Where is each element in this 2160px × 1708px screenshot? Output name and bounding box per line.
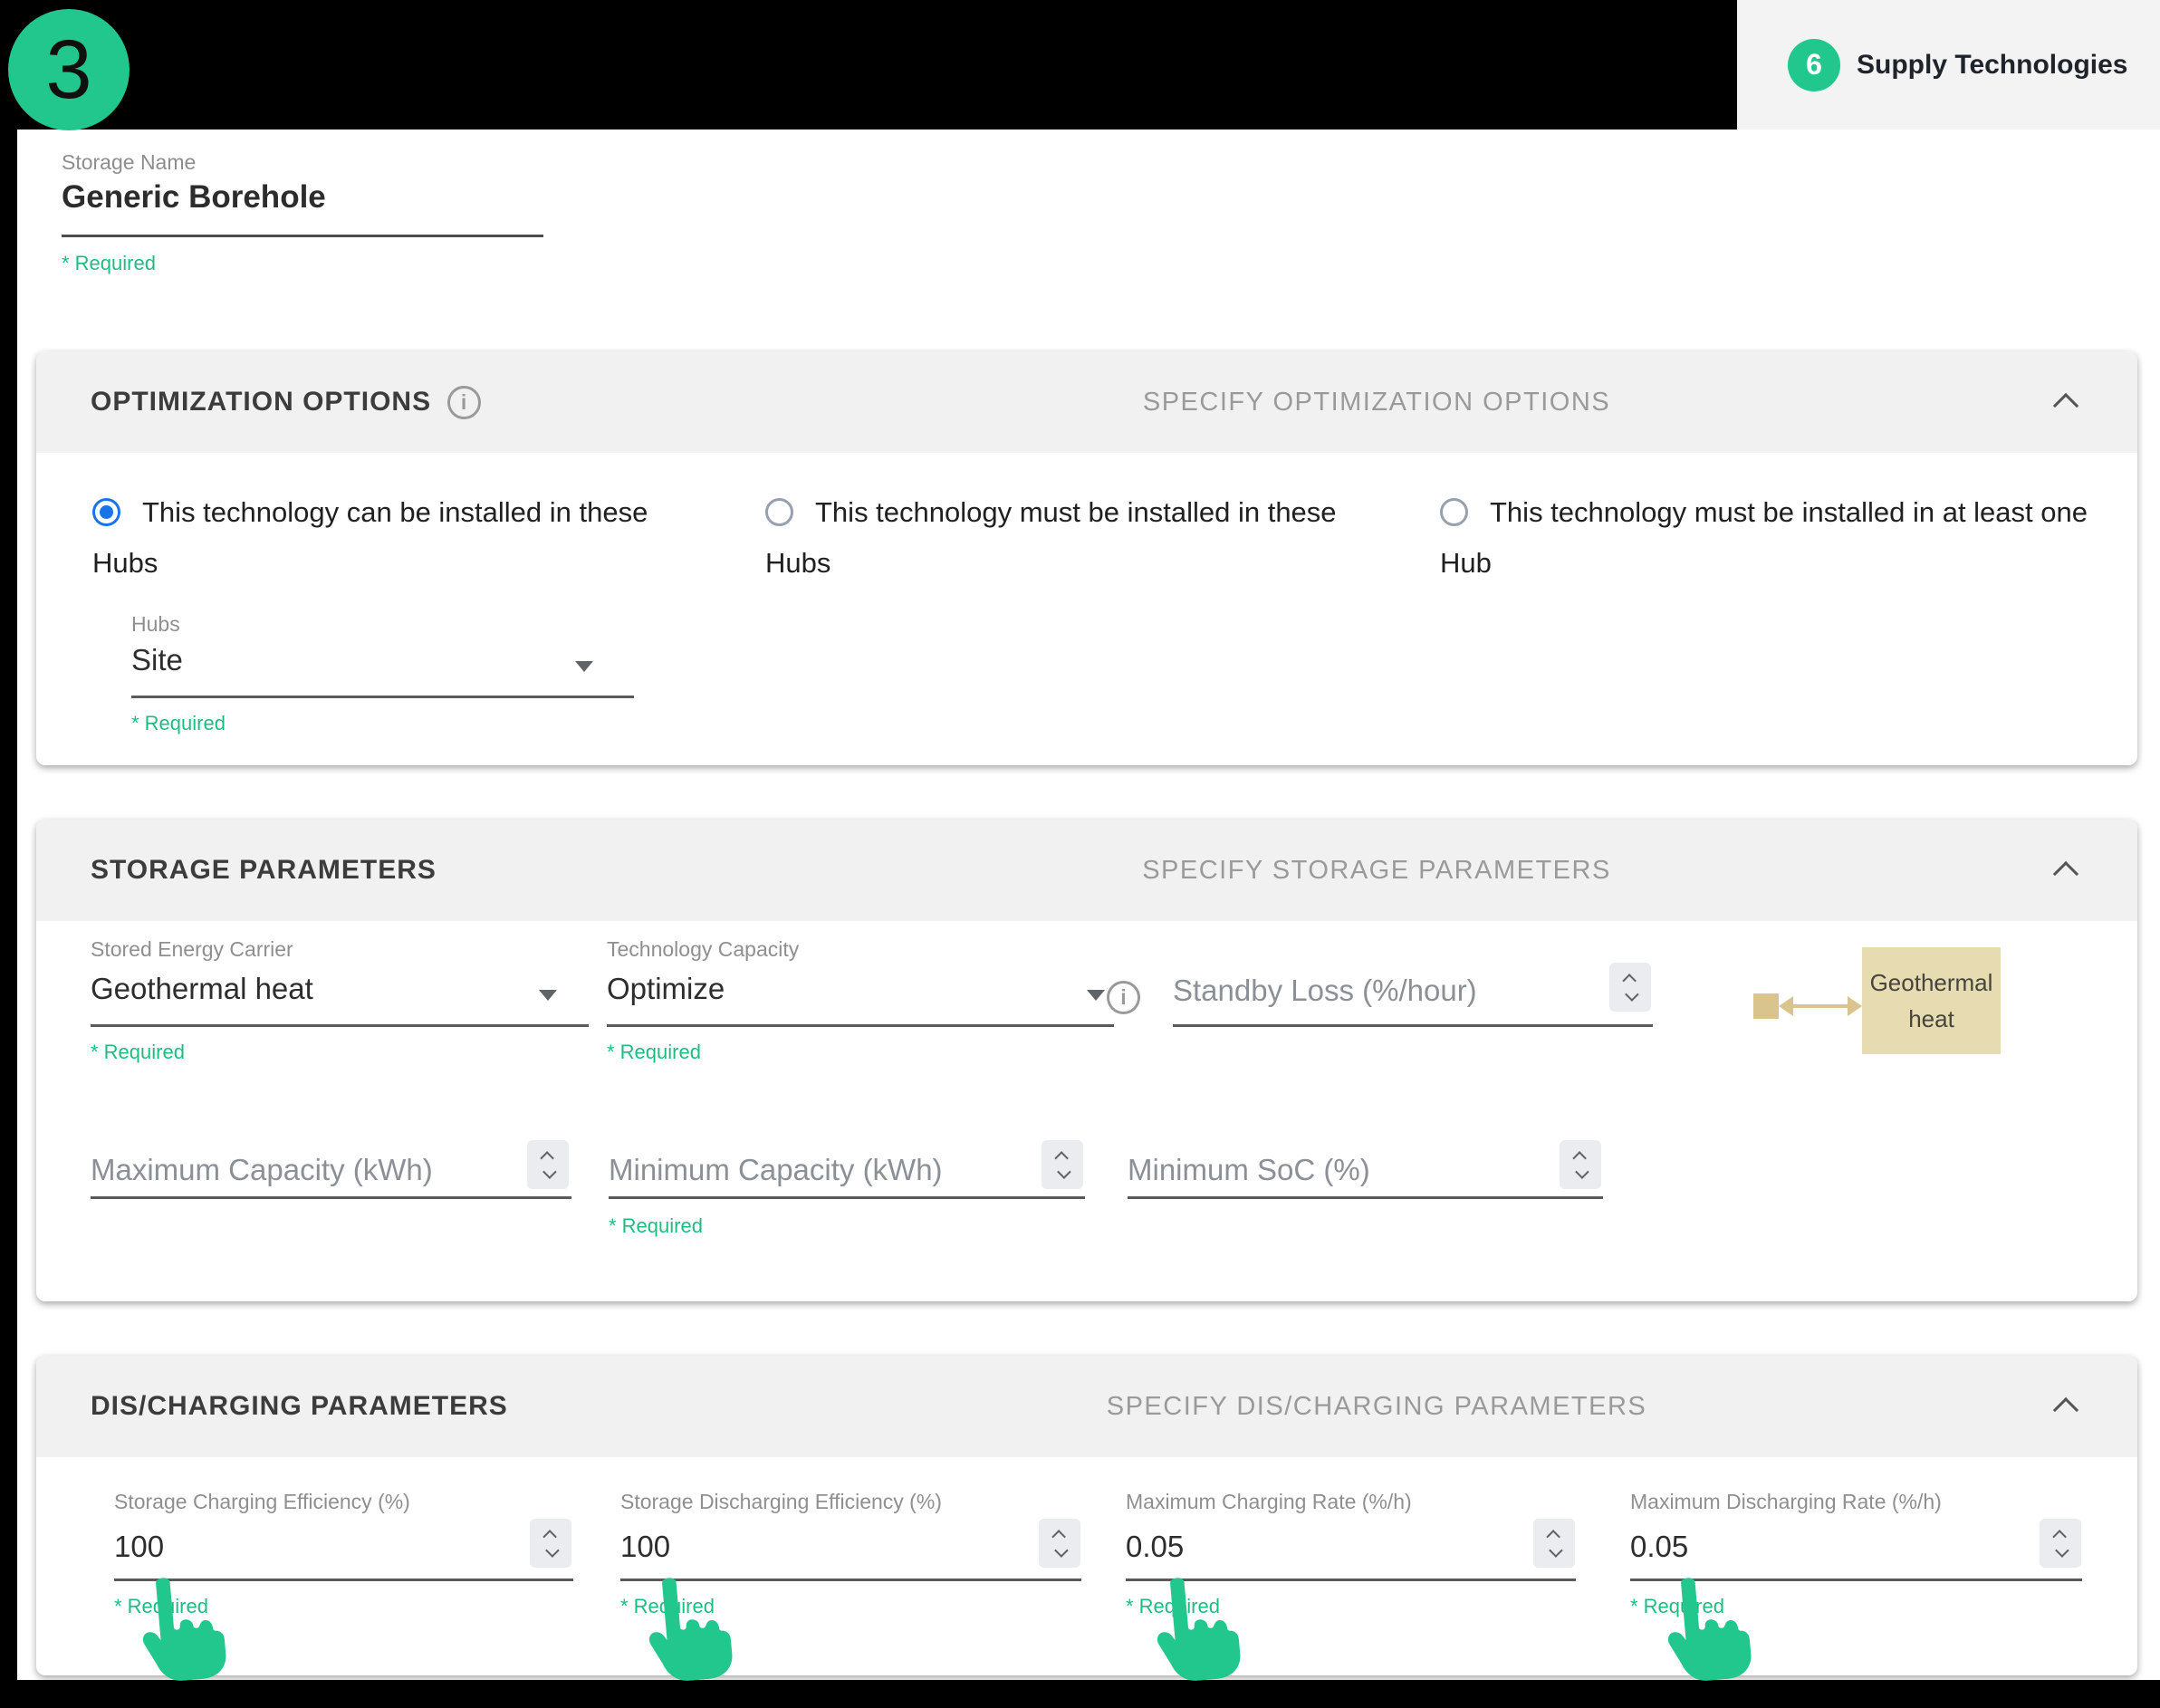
collapse-chevron-icon[interactable] [2050,1394,2081,1425]
pointer-hand-icon [125,1577,232,1681]
technology-capacity-select[interactable]: Optimize [607,972,725,1005]
dropdown-arrow-icon[interactable] [575,661,593,672]
discharging-parameters-subtitle: SPECIFY DIS/CHARGING PARAMETERS [1106,1391,1647,1421]
carrier-diagram-node: Geothermal heat [1862,947,2001,1054]
left-black-bar [0,0,17,1708]
max-discharging-rate-label: Maximum Discharging Rate (%/h) [1630,1490,1942,1513]
maximum-capacity-stepper[interactable] [527,1140,569,1189]
max-discharging-rate-stepper[interactable] [2040,1519,2081,1568]
supply-step-badge: 6 [1788,38,1840,91]
tab-supply-technologies[interactable]: 6 Supply Technologies [1737,0,2160,130]
storage-parameters-subtitle: SPECIFY STORAGE PARAMETERS [1142,855,1611,885]
optimization-options-subtitle: SPECIFY OPTIMIZATION OPTIONS [1142,387,1611,417]
supply-step-number: 6 [1806,48,1822,81]
radio-selected-icon[interactable] [92,498,120,526]
radio-unselected-icon[interactable] [765,498,793,526]
discharging-parameters-card: DIS/CHARGING PARAMETERS SPECIFY DIS/CHAR… [36,1356,2137,1675]
max-charging-rate-label: Maximum Charging Rate (%/h) [1126,1490,1412,1513]
stored-energy-carrier-label: Stored Energy Carrier [91,937,293,961]
standby-loss-stepper[interactable] [1609,963,1651,1012]
standby-loss-input[interactable]: Standby Loss (%/hour) [1173,974,1477,1007]
dropdown-arrow-icon[interactable] [539,990,557,1001]
discharging-parameters-header: DIS/CHARGING PARAMETERS SPECIFY DIS/CHAR… [36,1356,2137,1457]
step-badge-number: 3 [45,23,92,116]
arrow-left-icon [1779,996,1793,1016]
discharging-parameters-title: DIS/CHARGING PARAMETERS [91,1391,508,1421]
charging-efficiency-label: Storage Charging Efficiency (%) [114,1490,410,1513]
hubs-label: Hubs [131,612,180,636]
storage-name-required: * Required [62,252,156,274]
maximum-capacity-input[interactable]: Maximum Capacity (kWh) [91,1153,433,1186]
max-charging-rate-input[interactable]: 0.05 [1126,1530,1185,1563]
max-discharging-rate-input[interactable]: 0.05 [1630,1530,1689,1563]
minimum-capacity-required: * Required [609,1214,703,1237]
collapse-chevron-icon[interactable] [2050,858,2081,888]
collapse-chevron-icon[interactable] [2050,389,2081,420]
arrow-right-icon [1848,996,1862,1016]
hubs-required: * Required [131,712,226,734]
stored-energy-carrier-required: * Required [91,1041,185,1063]
dropdown-arrow-icon[interactable] [1087,990,1105,1001]
discharging-efficiency-label: Storage Discharging Efficiency (%) [620,1490,942,1513]
carrier-diagram-link [1789,1004,1852,1008]
minimum-capacity-stepper[interactable] [1042,1140,1083,1189]
storage-name-label: Storage Name [62,150,197,174]
charging-efficiency-input[interactable]: 100 [114,1530,165,1563]
radio-unselected-icon[interactable] [1440,498,1468,526]
top-black-bar [0,0,1737,130]
optimization-options-header: OPTIMIZATION OPTIONS i SPECIFY OPTIMIZAT… [36,351,2137,453]
pointer-hand-icon [1139,1577,1246,1681]
pointer-hand-icon [1650,1577,1757,1681]
storage-parameters-header: STORAGE PARAMETERS SPECIFY STORAGE PARAM… [36,820,2137,921]
radio-at-least-one-hub[interactable]: This technology must be installed in at … [1440,496,2088,579]
hubs-select[interactable]: Site [131,643,183,676]
step-badge: 3 [8,9,130,130]
optimization-options-title: OPTIMIZATION OPTIONS i [91,385,482,419]
stored-energy-carrier-select[interactable]: Geothermal heat [91,972,313,1005]
max-discharging-rate-required: * Required [1630,1595,1724,1617]
radio-must-be-installed[interactable]: This technology must be installed in the… [765,496,1337,579]
info-icon[interactable]: i [447,385,482,419]
bottom-black-bar [0,1680,2160,1708]
technology-capacity-required: * Required [607,1041,701,1063]
storage-name-input[interactable]: Generic Borehole [62,179,326,215]
info-icon[interactable]: i [1107,981,1140,1014]
carrier-diagram-port [1753,993,1779,1019]
storage-name-underline [62,235,543,237]
storage-parameters-card: STORAGE PARAMETERS SPECIFY STORAGE PARAM… [36,820,2137,1301]
pointer-hand-icon [631,1577,738,1681]
minimum-soc-input[interactable]: Minimum SoC (%) [1128,1153,1370,1186]
max-charging-rate-stepper[interactable] [1533,1519,1575,1568]
storage-parameters-title: STORAGE PARAMETERS [91,855,437,885]
discharging-efficiency-stepper[interactable] [1039,1519,1080,1568]
supply-tab-label: Supply Technologies [1857,49,2128,80]
discharging-efficiency-input[interactable]: 100 [620,1530,671,1563]
radio-can-be-installed[interactable]: This technology can be installed in thes… [92,496,648,579]
minimum-soc-stepper[interactable] [1560,1140,1601,1189]
charging-efficiency-stepper[interactable] [530,1519,571,1568]
optimization-options-card: OPTIMIZATION OPTIONS i SPECIFY OPTIMIZAT… [36,351,2137,765]
technology-capacity-label: Technology Capacity [607,937,800,961]
minimum-capacity-input[interactable]: Minimum Capacity (kWh) [609,1153,943,1186]
